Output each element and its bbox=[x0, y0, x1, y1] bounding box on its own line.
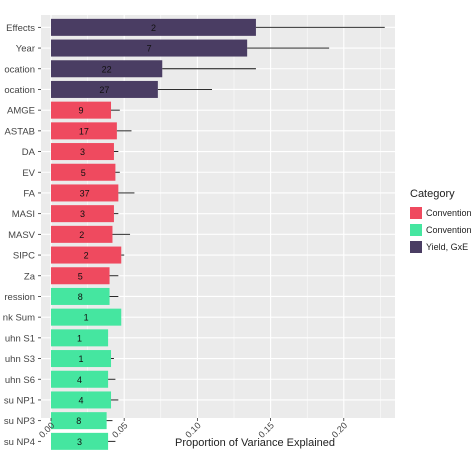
legend-swatch-green bbox=[410, 223, 422, 236]
legend-label-red: Convention bbox=[426, 207, 472, 218]
legend-label-purple: Yield, GxE bbox=[426, 241, 469, 252]
bar-count-label: 3 bbox=[80, 209, 85, 219]
legend-item-red: Convention bbox=[410, 204, 472, 221]
bar-count-label: 1 bbox=[79, 354, 84, 364]
y-tick-label: su NP1 bbox=[4, 395, 35, 406]
bar-count-label: 2 bbox=[84, 251, 89, 261]
bar bbox=[51, 205, 114, 223]
y-tick-label: EV bbox=[22, 168, 35, 179]
y-tick-label: ression bbox=[4, 292, 35, 303]
bar-count-label: 8 bbox=[76, 416, 81, 426]
bar bbox=[51, 163, 116, 181]
bar-count-label: 5 bbox=[81, 168, 86, 178]
legend-title: Category bbox=[410, 188, 455, 200]
y-tick-label: ASTAB bbox=[5, 126, 35, 137]
bar-count-label: 1 bbox=[77, 333, 82, 343]
bar-count-label: 7 bbox=[147, 44, 152, 54]
bar bbox=[51, 101, 112, 119]
bar bbox=[51, 122, 117, 140]
legend-item-purple: Yield, GxE bbox=[410, 238, 472, 255]
bar bbox=[51, 412, 107, 430]
y-tick-label: ocation bbox=[4, 64, 35, 75]
y-tick-label: FA bbox=[23, 188, 35, 199]
y-tick-label: su NP4 bbox=[4, 437, 35, 448]
y-tick-label: uhn S6 bbox=[5, 375, 35, 386]
bar bbox=[51, 39, 248, 57]
bar-count-label: 8 bbox=[78, 292, 83, 302]
y-tick-label: MASV bbox=[8, 230, 36, 241]
y-tick-label: su NP3 bbox=[4, 416, 35, 427]
bar-count-label: 1 bbox=[84, 313, 89, 323]
y-tick-label: uhn S1 bbox=[5, 333, 35, 344]
legend-item-green: Convention bbox=[410, 221, 472, 238]
bar bbox=[51, 432, 109, 450]
bar-count-label: 4 bbox=[79, 395, 84, 405]
y-tick-label: nk Sum bbox=[3, 313, 35, 324]
bar-count-label: 17 bbox=[79, 126, 89, 136]
y-tick-label: uhn S3 bbox=[5, 354, 35, 365]
bar bbox=[51, 143, 114, 161]
legend-swatch-purple bbox=[410, 240, 422, 253]
bar-count-label: 9 bbox=[79, 106, 84, 116]
bar bbox=[51, 80, 158, 98]
x-axis-title: Proportion of Variance Explained bbox=[174, 437, 335, 449]
y-tick-labels: Effects Year ocation ocation AMGE ASTAB DA EV FA… bbox=[3, 23, 41, 448]
legend: Category Convention Convention Yield, Gx… bbox=[410, 188, 472, 255]
bar-count-label: 3 bbox=[77, 437, 82, 447]
y-tick-label: SIPC bbox=[13, 251, 35, 262]
bar bbox=[51, 287, 110, 305]
bar-count-label: 4 bbox=[77, 375, 82, 385]
y-tick-label: DA bbox=[22, 147, 36, 158]
y-tick-label: ocation bbox=[4, 85, 35, 96]
legend-swatch-red bbox=[410, 206, 422, 219]
bar-count-label: 3 bbox=[80, 147, 85, 157]
bar bbox=[51, 246, 122, 264]
legend-label-green: Convention bbox=[426, 224, 472, 235]
bar-count-label: 2 bbox=[79, 230, 84, 240]
y-tick-label: MASI bbox=[12, 209, 35, 220]
bar-count-label: 37 bbox=[80, 188, 90, 198]
y-tick-label: Za bbox=[24, 271, 36, 282]
y-tick-label: Year bbox=[16, 44, 35, 55]
bar bbox=[51, 350, 112, 368]
bar-count-label: 2 bbox=[151, 23, 156, 33]
y-tick-label: AMGE bbox=[7, 106, 35, 117]
y-tick-label: Effects bbox=[6, 23, 35, 34]
bar bbox=[51, 391, 112, 409]
bar-count-label: 27 bbox=[99, 85, 109, 95]
bar bbox=[51, 18, 256, 36]
bar bbox=[51, 267, 110, 285]
bar bbox=[51, 60, 163, 78]
bar bbox=[51, 329, 109, 347]
bar bbox=[51, 184, 119, 202]
bar bbox=[51, 370, 109, 388]
bar bbox=[51, 308, 122, 326]
bar-count-label: 22 bbox=[102, 64, 112, 74]
bar bbox=[51, 225, 113, 243]
bar-count-label: 5 bbox=[78, 271, 83, 281]
